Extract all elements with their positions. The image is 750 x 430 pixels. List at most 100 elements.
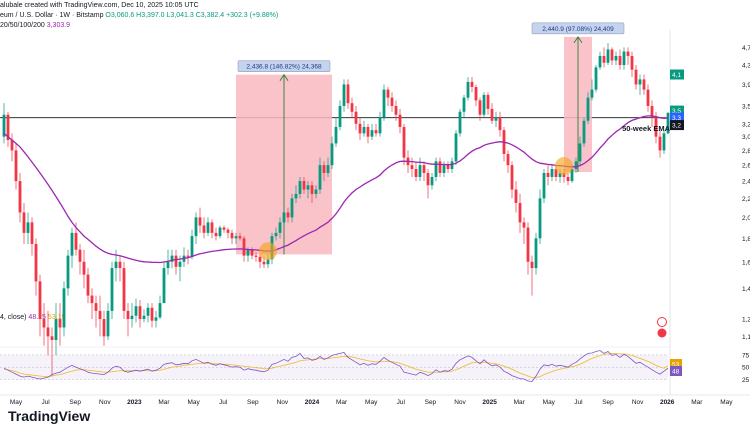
candle-body xyxy=(286,212,290,218)
candle-body xyxy=(642,79,646,90)
rsi-marker xyxy=(670,359,682,369)
candle-body xyxy=(174,255,178,267)
candle-body xyxy=(342,84,346,106)
candle-body xyxy=(474,87,478,101)
candle-body xyxy=(314,189,318,194)
chart-attribution: alubale created with TradingView.com, De… xyxy=(0,2,199,9)
candle-body xyxy=(326,165,330,173)
candle-body xyxy=(386,89,390,98)
y-tick-label: 3,0 xyxy=(742,134,750,141)
candle-body xyxy=(366,126,370,137)
candle-body xyxy=(162,268,166,304)
candle-body xyxy=(466,81,470,98)
x-tick-label: Sep xyxy=(69,399,81,406)
x-tick-label: Jul xyxy=(397,399,406,406)
ema-annotation: 50-week EMA xyxy=(622,124,671,133)
candle-body xyxy=(142,315,146,320)
candle-body xyxy=(570,169,574,182)
candle-body xyxy=(246,249,250,256)
candle-body xyxy=(278,222,282,233)
candle-body xyxy=(622,51,626,66)
candle-body xyxy=(490,108,494,121)
candle-body xyxy=(514,189,518,203)
candle-body xyxy=(306,185,310,190)
candle-body xyxy=(542,172,546,199)
candle-body xyxy=(6,114,10,141)
candle-body xyxy=(30,222,34,244)
y-tick-label: 3,9 xyxy=(742,82,750,89)
x-tick-label: Nov xyxy=(99,399,111,406)
candle-body xyxy=(210,222,214,233)
range-label: 2,440.9 (97.08%) 24,409 xyxy=(542,26,614,33)
candle-body xyxy=(626,51,630,56)
candle-body xyxy=(238,236,242,239)
x-tick-label: 2025 xyxy=(482,399,497,406)
symbol-name: eum / U.S. Dollar · 1W · Bitstamp xyxy=(0,12,104,19)
candle-body xyxy=(106,310,110,337)
candle-body xyxy=(242,238,246,256)
x-tick-label: Sep xyxy=(425,399,437,406)
candle-body xyxy=(90,295,94,304)
x-tick-label: Sep xyxy=(247,399,259,406)
candle-body xyxy=(82,261,86,275)
y-tick-label: 2,6 xyxy=(742,163,750,170)
candle-body xyxy=(534,238,538,269)
candle-body xyxy=(546,172,550,177)
candle-body xyxy=(630,55,634,70)
candle-body xyxy=(110,268,114,311)
candle-body xyxy=(46,327,50,337)
candle-body xyxy=(86,274,90,296)
candle-body xyxy=(74,232,78,250)
candle-body xyxy=(610,49,614,61)
candle-body xyxy=(518,202,522,223)
x-tick-label: Nov xyxy=(632,399,644,406)
candle-body xyxy=(226,229,230,233)
y-tick-label: 1,4 xyxy=(742,286,750,293)
tradingview-logo: TradingView xyxy=(8,408,91,424)
candle-body xyxy=(438,161,442,173)
candle-body xyxy=(122,268,126,311)
x-tick-label: 2026 xyxy=(660,399,675,406)
price-marker xyxy=(670,112,684,123)
candle-body xyxy=(310,185,314,194)
candle-body xyxy=(190,236,194,257)
candle-body xyxy=(450,161,454,170)
candle-body xyxy=(170,255,174,262)
ema-legend: 20/50/100/200 3,303.9 xyxy=(0,22,70,29)
range-arrow-head xyxy=(573,36,583,44)
candle-body xyxy=(94,303,98,311)
candle-body xyxy=(434,161,438,177)
rsi-value: 48.15 xyxy=(28,314,46,321)
candle-body xyxy=(618,55,622,66)
candle-body xyxy=(70,232,74,256)
x-tick-label: Sep xyxy=(602,399,614,406)
rsi-tick-label: 25 xyxy=(742,377,750,384)
x-tick-label: Mar xyxy=(514,399,526,406)
candle-body xyxy=(38,281,42,320)
candle-body xyxy=(114,261,118,269)
candle-body xyxy=(482,94,486,115)
candle-body xyxy=(566,176,570,182)
candle-body xyxy=(258,256,262,262)
candle-body xyxy=(194,217,198,237)
price-marker xyxy=(670,69,684,80)
symbol-legend: eum / U.S. Dollar · 1W · Bitstamp O3,060… xyxy=(0,12,278,19)
candle-body xyxy=(66,255,70,289)
rsi-ma-line xyxy=(3,352,669,379)
candle-body xyxy=(362,126,366,134)
event-icon xyxy=(657,328,667,338)
candle-body xyxy=(662,133,666,151)
candle-body xyxy=(318,165,322,190)
range-label: 2,436.8 (146.82%) 24,368 xyxy=(246,64,322,71)
candle-body xyxy=(118,261,122,269)
ema-legend-label: 20/50/100/200 xyxy=(0,22,45,29)
candle-body xyxy=(358,123,362,134)
y-tick-label: 4,7 xyxy=(742,45,750,52)
x-tick-label: Jul xyxy=(219,399,228,406)
candle-body xyxy=(458,111,462,134)
candle-body xyxy=(478,100,482,115)
candle-body xyxy=(294,193,298,199)
candle-body xyxy=(230,232,234,239)
price-marker xyxy=(670,105,684,116)
